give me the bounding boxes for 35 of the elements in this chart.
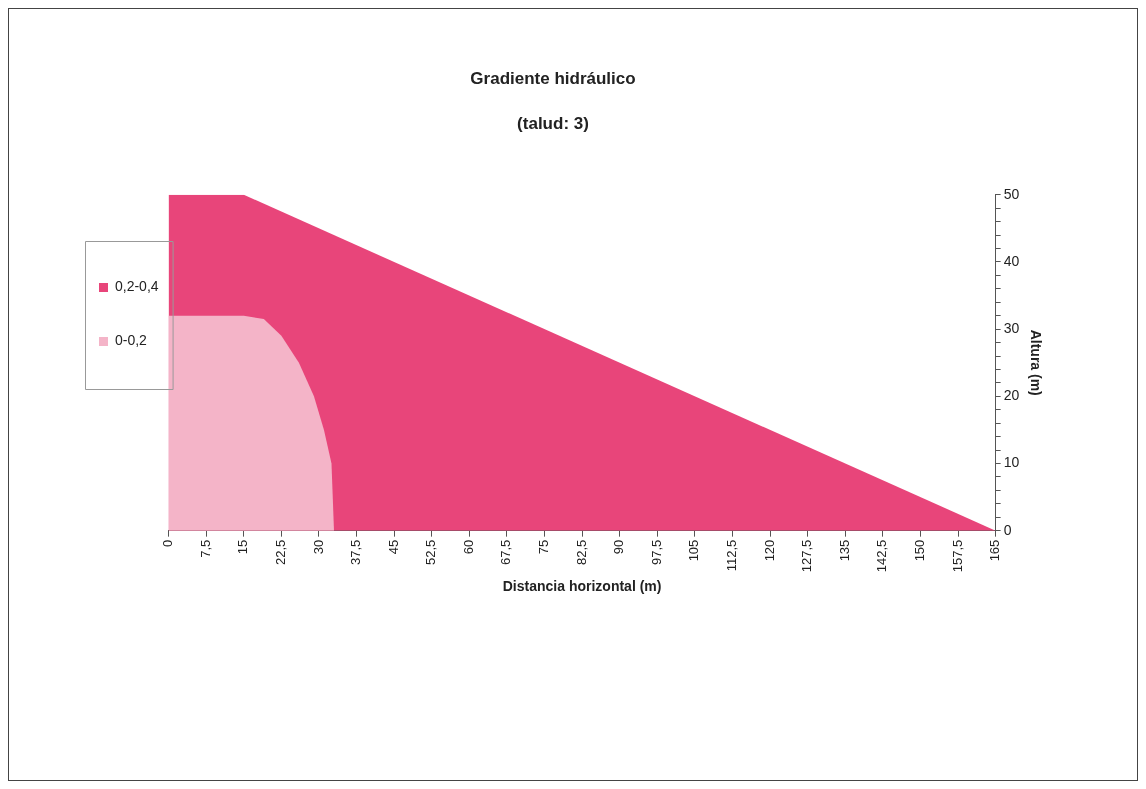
x-tick-label: 75 (536, 539, 552, 555)
x-tick-label: 105 (686, 539, 702, 562)
y-tick-label: 10 (1003, 454, 1020, 471)
legend-label: 0,2-0,4 (115, 278, 159, 295)
x-tick-label: 37,5 (348, 539, 364, 565)
x-tick-label: 0 (160, 539, 176, 547)
x-tick-label: 112,5 (724, 539, 740, 572)
chart-title: Gradiente hidráulico (470, 68, 636, 88)
x-tick-label: 82,5 (573, 539, 589, 565)
x-tick-label: 52,5 (423, 539, 439, 565)
x-tick-label: 60 (460, 539, 476, 555)
x-tick-label: 157,5 (949, 539, 965, 573)
x-tick-label: 127,5 (799, 539, 815, 573)
x-tick-label: 30 (310, 539, 326, 555)
chart-subtitle: (talud: 3) (517, 114, 589, 134)
x-tick-label: 97,5 (648, 539, 664, 565)
legend-label: 0-0,2 (115, 332, 148, 349)
y-tick-label: 0 (1003, 521, 1012, 538)
x-tick-label: 165 (987, 539, 1003, 562)
x-axis-title: Distancia horizontal (m) (502, 578, 662, 595)
x-tick-label: 90 (611, 539, 627, 555)
x-tick-label: 142,5 (874, 539, 890, 573)
x-tick-label: 45 (385, 539, 401, 555)
x-tick-label: 120 (761, 539, 777, 562)
x-tick-label: 150 (912, 539, 928, 562)
x-tick-label: 67,5 (498, 539, 514, 565)
x-tick-label: 22,5 (272, 539, 288, 565)
y-tick-label: 30 (1003, 320, 1020, 337)
y-tick-label: 20 (1003, 387, 1020, 404)
y-axis-title: Altura (m) (1027, 329, 1044, 396)
x-tick-label: 7,5 (197, 539, 213, 558)
y-tick-label: 40 (1003, 252, 1020, 269)
y-tick-label: 50 (1003, 185, 1020, 202)
x-tick-label: 135 (836, 539, 852, 562)
x-tick-label: 15 (235, 539, 251, 555)
